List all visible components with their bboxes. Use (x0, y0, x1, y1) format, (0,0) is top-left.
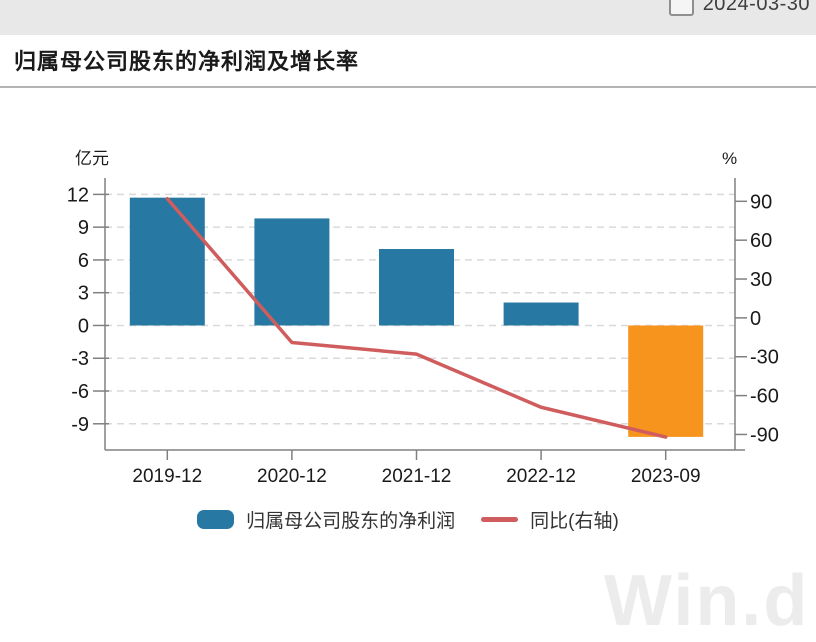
y-left-tick-label: 12 (67, 184, 89, 206)
y-left-tick-label: 6 (78, 250, 89, 272)
bar-2023-09 (628, 325, 704, 437)
bar-series-swatch (197, 510, 235, 529)
y-left-tick-label: -3 (71, 348, 89, 370)
title-section: 归属母公司股东的净利润及增长率 (0, 35, 816, 88)
bar-2021-12 (379, 249, 454, 326)
x-tick-label: 2019-12 (132, 466, 202, 487)
x-tick-label: 2021-12 (382, 466, 452, 487)
x-tick-label: 2020-12 (257, 466, 327, 487)
bar-2022-12 (503, 302, 579, 326)
report-date[interactable]: 2024-03-30 (702, 0, 810, 15)
y-right-tick-label: 30 (750, 269, 772, 291)
y-right-tick-label: 0 (750, 308, 761, 330)
y-left-tick-label: 0 (78, 315, 89, 337)
yoy-line (165, 196, 668, 439)
date-picker[interactable]: 2024-03-30 (668, 0, 810, 16)
page-title: 归属母公司股东的净利润及增长率 (14, 49, 360, 74)
y-left-tick-label: 9 (78, 217, 89, 239)
y-left-tick-label: -9 (71, 414, 89, 436)
wind-watermark: Win.d (604, 561, 810, 641)
bar-2019-12 (129, 197, 205, 326)
legend-label: 归属母公司股东的净利润 (246, 511, 456, 532)
x-tick-label: 2022-12 (506, 466, 576, 487)
y-left-tick-label: -6 (71, 381, 89, 403)
legend-item-yoy[interactable]: 同比(右轴) (481, 506, 619, 533)
top-toolbar: 2024-03-30 (0, 0, 816, 35)
x-tick-label: 2023-09 (631, 466, 701, 487)
y-right-tick-label: 60 (750, 230, 772, 252)
y-left-tick-label: 3 (78, 283, 89, 305)
left-axis-unit-label: 亿元 (75, 149, 109, 168)
chart-legend: 归属母公司股东的净利润 同比(右轴) (0, 506, 816, 533)
calendar-icon[interactable] (668, 0, 694, 16)
legend-item-net-profit[interactable]: 归属母公司股东的净利润 (197, 506, 455, 533)
y-right-tick-label: -60 (750, 386, 779, 408)
right-axis-unit-label: % (722, 149, 737, 168)
legend-label: 同比(右轴) (530, 511, 619, 532)
line-series-swatch (481, 517, 519, 522)
chart-region: Win.d 12 9 6 3 0 -3 -6 -9 90 60 30 0 -30 -60 -90 2019-1… (0, 88, 816, 641)
y-right-tick-label: 90 (750, 191, 772, 213)
y-right-tick-label: -90 (750, 424, 779, 446)
y-right-tick-label: -30 (750, 347, 779, 369)
bar-2020-12 (254, 218, 330, 326)
